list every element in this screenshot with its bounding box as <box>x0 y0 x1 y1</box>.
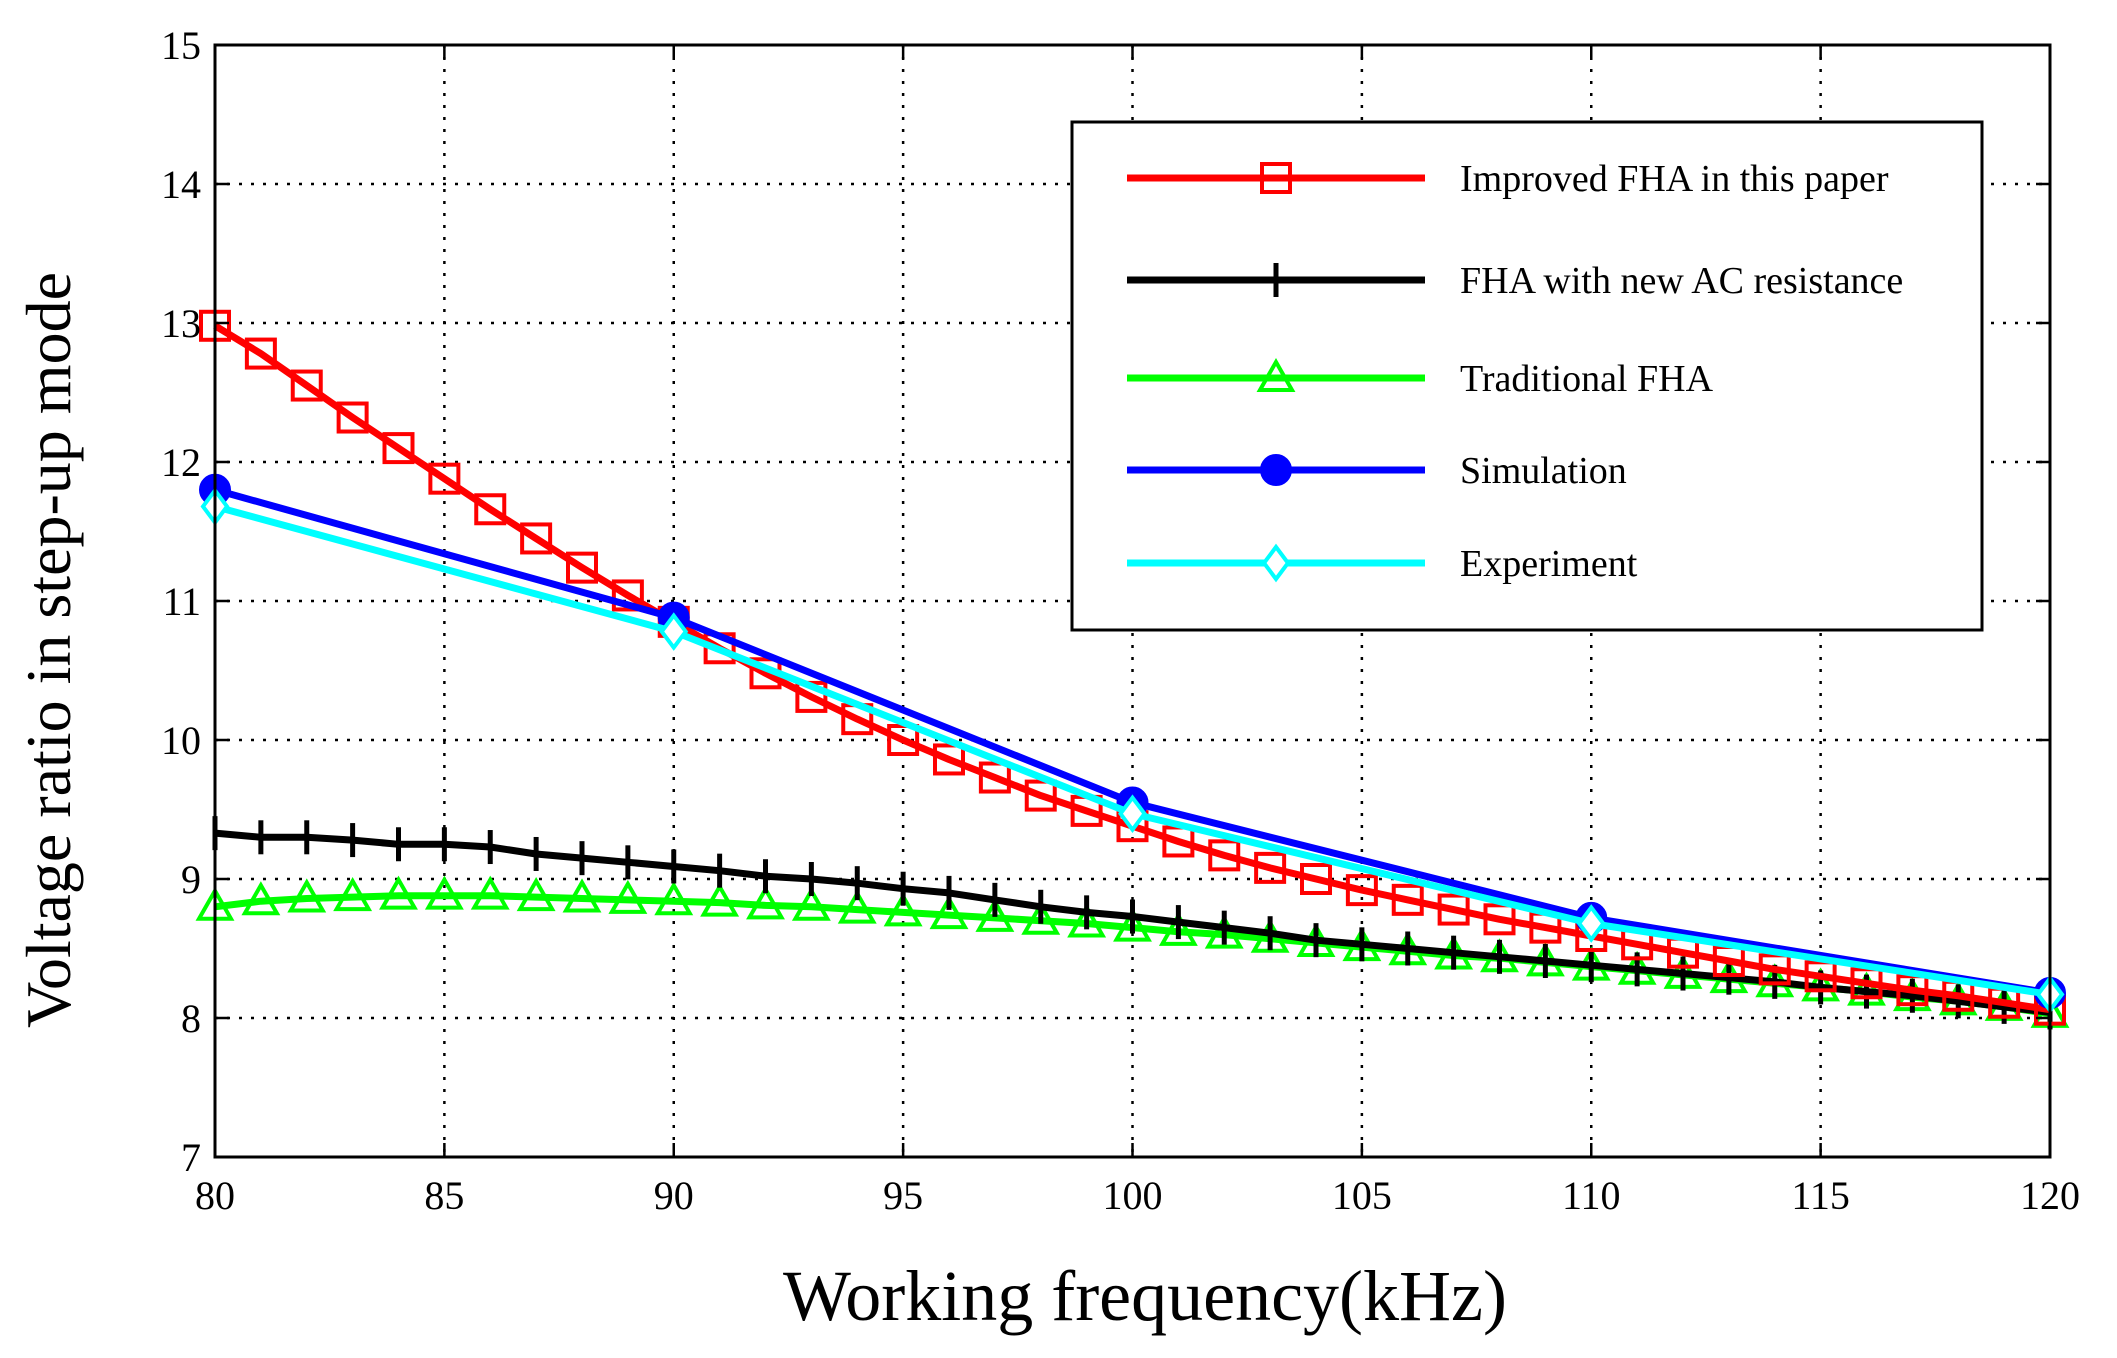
series-experiment <box>200 487 2065 1014</box>
legend-marker <box>1260 162 1292 194</box>
data-point <box>746 885 785 920</box>
y-tick-label: 7 <box>181 1135 201 1180</box>
data-point <box>611 579 644 612</box>
data-point <box>883 892 923 927</box>
data-point <box>1204 914 1244 949</box>
data-point <box>470 875 510 910</box>
data-point <box>1118 794 1147 834</box>
data-point <box>1158 911 1198 946</box>
series-layer <box>195 309 2070 1030</box>
data-point <box>1300 863 1332 895</box>
legend-item: Traditional FHA <box>1127 357 1714 400</box>
legend-item: Simulation <box>1127 450 1627 492</box>
x-tick-label: 115 <box>1791 1173 1850 1218</box>
data-point <box>1021 900 1061 935</box>
data-point <box>516 877 556 912</box>
legend-label: Traditional FHA <box>1460 358 1714 400</box>
tick-labels: 80 85 90 95 100 105 110 115 120 7 8 9 10 11 12 13 14 15 <box>161 23 2080 1218</box>
data-point <box>382 432 415 465</box>
data-point <box>1208 839 1241 872</box>
data-point <box>566 551 598 584</box>
legend-label: Experiment <box>1460 543 1638 585</box>
data-point <box>1067 903 1107 938</box>
data-point <box>244 337 277 370</box>
x-tick-label: 90 <box>654 1173 694 1218</box>
legend-item: Experiment <box>1127 543 1638 585</box>
data-point <box>1437 893 1470 926</box>
data-point <box>700 882 740 917</box>
data-point <box>1576 904 1606 943</box>
data-point <box>241 881 281 916</box>
y-tick-label: 10 <box>161 718 201 763</box>
y-tick-label: 8 <box>181 996 201 1041</box>
data-point <box>975 897 1015 932</box>
y-tick-label: 11 <box>162 579 201 624</box>
data-point <box>336 401 369 434</box>
data-point <box>1024 779 1057 812</box>
series-fha-with-new-ac-resistance <box>212 816 2053 1030</box>
data-point <box>379 875 418 910</box>
data-point <box>333 877 373 912</box>
data-point <box>1254 851 1287 884</box>
legend-marker <box>1256 357 1296 392</box>
data-point <box>1345 874 1378 907</box>
y-tick-label: 15 <box>161 23 201 68</box>
x-axis-title: Working frequency(kHz) <box>783 1256 1507 1336</box>
x-tick-label: 95 <box>883 1173 923 1218</box>
legend-item: FHA with new AC resistance <box>1127 260 1903 302</box>
x-tick-label: 100 <box>1103 1173 1163 1218</box>
y-axis-title: Voltage ratio in step-up mode <box>13 272 84 1028</box>
legend-label: Improved FHA in this paper <box>1460 158 1889 200</box>
x-tick-label: 85 <box>424 1173 464 1218</box>
data-point <box>474 493 507 526</box>
axis-ticks <box>213 43 2052 1159</box>
y-tick-label: 13 <box>161 301 201 346</box>
data-point <box>428 462 461 495</box>
y-tick-label: 14 <box>161 162 201 207</box>
data-point <box>978 761 1011 794</box>
x-tick-label: 110 <box>1562 1173 1621 1218</box>
legend-label: Simulation <box>1460 450 1627 492</box>
data-point <box>659 612 689 651</box>
legend-marker <box>1260 454 1292 486</box>
data-point <box>933 743 965 776</box>
legend-marker <box>1261 543 1291 583</box>
data-point <box>290 369 323 402</box>
y-tick-label: 9 <box>181 857 201 902</box>
data-point <box>837 889 877 924</box>
data-point <box>287 878 327 913</box>
x-tick-label: 120 <box>2020 1173 2080 1218</box>
data-point <box>608 879 648 914</box>
legend-label: FHA with new AC resistance <box>1460 260 1903 302</box>
data-point <box>1113 907 1152 942</box>
y-tick-label: 12 <box>161 440 201 485</box>
data-point <box>520 522 553 555</box>
data-point <box>1483 903 1516 936</box>
x-tick-label: 80 <box>195 1173 235 1218</box>
data-point <box>424 875 464 910</box>
legend: Improved FHA in this paper FHA with new A… <box>1070 120 1984 632</box>
data-point <box>654 881 694 916</box>
data-point <box>1391 883 1424 916</box>
x-tick-label: 105 <box>1332 1173 1392 1218</box>
legend-item: Improved FHA in this paper <box>1127 158 1889 200</box>
data-point <box>562 878 602 913</box>
data-point <box>929 895 969 930</box>
data-point <box>791 886 831 921</box>
